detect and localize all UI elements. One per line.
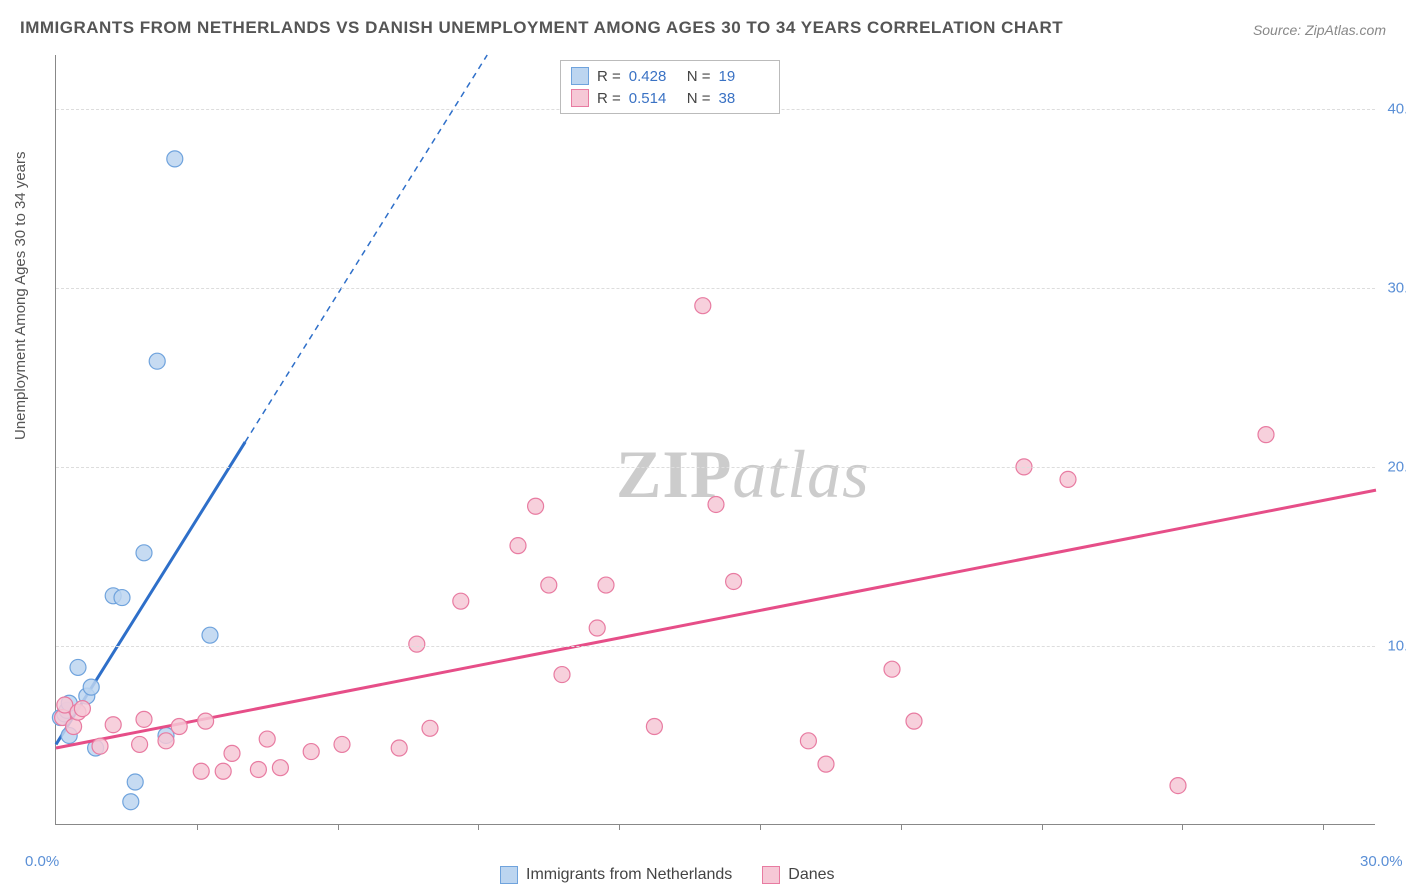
scatter-point	[598, 577, 614, 593]
legend-row: R = 0.514 N = 38	[571, 87, 769, 109]
scatter-point	[66, 719, 82, 735]
scatter-point	[132, 736, 148, 752]
scatter-point	[646, 719, 662, 735]
scatter-point	[250, 761, 266, 777]
grid-line	[56, 288, 1375, 289]
scatter-point	[198, 713, 214, 729]
legend-swatch	[571, 89, 589, 107]
legend-series: Immigrants from Netherlands Danes	[500, 866, 835, 884]
plot-area: ZIPatlas 10.0%20.0%30.0%40.0%	[55, 55, 1375, 825]
plot-svg	[56, 55, 1375, 824]
scatter-point	[202, 627, 218, 643]
scatter-point	[391, 740, 407, 756]
chart-title: IMMIGRANTS FROM NETHERLANDS VS DANISH UN…	[20, 18, 1063, 38]
legend-series-label: Danes	[788, 866, 834, 884]
x-tick	[760, 824, 761, 830]
scatter-point	[158, 733, 174, 749]
legend-series-item: Danes	[762, 866, 834, 884]
scatter-point	[800, 733, 816, 749]
x-tick	[197, 824, 198, 830]
legend-series-item: Immigrants from Netherlands	[500, 866, 732, 884]
scatter-point	[149, 353, 165, 369]
legend-r-value: 0.428	[629, 68, 679, 85]
scatter-point	[259, 731, 275, 747]
y-tick-label: 10.0%	[1380, 637, 1406, 654]
scatter-point	[510, 538, 526, 554]
x-tick	[478, 824, 479, 830]
scatter-point	[726, 573, 742, 589]
trend-line	[56, 490, 1376, 748]
scatter-point	[334, 736, 350, 752]
legend-n-label: N =	[687, 90, 711, 107]
scatter-point	[123, 794, 139, 810]
x-tick	[1042, 824, 1043, 830]
scatter-point	[708, 496, 724, 512]
legend-r-label: R =	[597, 90, 621, 107]
scatter-point	[92, 738, 108, 754]
scatter-point	[136, 711, 152, 727]
scatter-point	[105, 717, 121, 733]
grid-line	[56, 646, 1375, 647]
y-tick-label: 30.0%	[1380, 279, 1406, 296]
legend-r-label: R =	[597, 68, 621, 85]
y-tick-label: 20.0%	[1380, 458, 1406, 475]
scatter-point	[906, 713, 922, 729]
scatter-point	[453, 593, 469, 609]
scatter-point	[74, 701, 90, 717]
trend-line-dashed	[245, 55, 487, 442]
scatter-point	[541, 577, 557, 593]
y-axis-label: Unemployment Among Ages 30 to 34 years	[12, 151, 29, 440]
scatter-point	[589, 620, 605, 636]
scatter-point	[1170, 778, 1186, 794]
scatter-point	[193, 763, 209, 779]
scatter-point	[554, 667, 570, 683]
scatter-point	[695, 298, 711, 314]
scatter-point	[167, 151, 183, 167]
legend-swatch	[571, 67, 589, 85]
x-tick	[338, 824, 339, 830]
scatter-point	[528, 498, 544, 514]
scatter-point	[422, 720, 438, 736]
scatter-point	[224, 745, 240, 761]
legend-swatch	[500, 866, 518, 884]
grid-line	[56, 467, 1375, 468]
x-tick-label: 0.0%	[25, 853, 59, 870]
scatter-point	[272, 760, 288, 776]
legend-r-value: 0.514	[629, 90, 679, 107]
legend-correlation: R = 0.428 N = 19 R = 0.514 N = 38	[560, 60, 780, 114]
legend-n-value: 19	[719, 68, 769, 85]
x-tick-label: 30.0%	[1360, 853, 1403, 870]
y-tick-label: 40.0%	[1380, 100, 1406, 117]
legend-n-label: N =	[687, 68, 711, 85]
scatter-point	[114, 590, 130, 606]
scatter-point	[127, 774, 143, 790]
x-tick	[1323, 824, 1324, 830]
source-attribution: Source: ZipAtlas.com	[1253, 22, 1386, 38]
scatter-point	[303, 744, 319, 760]
legend-row: R = 0.428 N = 19	[571, 65, 769, 87]
legend-series-label: Immigrants from Netherlands	[526, 866, 732, 884]
legend-n-value: 38	[719, 90, 769, 107]
scatter-point	[884, 661, 900, 677]
scatter-point	[1258, 427, 1274, 443]
scatter-point	[1060, 471, 1076, 487]
scatter-point	[70, 659, 86, 675]
scatter-point	[409, 636, 425, 652]
scatter-point	[818, 756, 834, 772]
legend-swatch	[762, 866, 780, 884]
x-tick	[619, 824, 620, 830]
x-tick	[1182, 824, 1183, 830]
scatter-point	[171, 719, 187, 735]
scatter-point	[215, 763, 231, 779]
x-tick	[901, 824, 902, 830]
scatter-point	[83, 679, 99, 695]
scatter-point	[136, 545, 152, 561]
